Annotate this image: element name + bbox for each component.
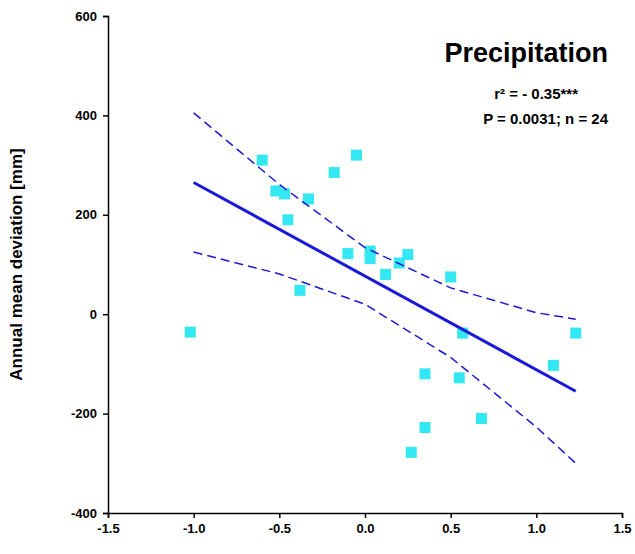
tick-mark (103, 413, 108, 415)
tick: -1.5 (97, 513, 119, 536)
data-point (380, 269, 391, 280)
tick: 0.5 (442, 513, 460, 536)
data-point (454, 372, 465, 383)
tick-mark (622, 513, 624, 518)
tick: -400 (71, 506, 108, 521)
data-point (342, 248, 353, 259)
data-point (476, 413, 487, 424)
tick-label: 600 (75, 9, 97, 24)
data-point (351, 150, 362, 161)
chart: -1.5 -1.0 -0.5 0.0 0.5 1.0 1.5 -400 -200 0 200 400 6… (0, 0, 635, 554)
tick: 400 (75, 108, 108, 123)
annotation: r² = - 0.35*** (494, 85, 578, 102)
tick-label: -400 (71, 506, 97, 521)
data-point (570, 328, 581, 339)
tick: 0 (90, 307, 108, 322)
tick-label: -0.5 (269, 521, 291, 536)
tick: 200 (75, 207, 108, 222)
x-axis: -1.5 -1.0 -0.5 0.0 0.5 1.0 1.5 (97, 513, 631, 536)
data-point (185, 327, 196, 338)
data-point (402, 249, 413, 260)
tick: -0.5 (269, 513, 291, 536)
tick-label: -1.5 (97, 521, 119, 536)
tick-mark (365, 513, 367, 518)
tick-label: 0.0 (356, 521, 374, 536)
data-point (445, 271, 456, 282)
tick: -1.0 (183, 513, 205, 536)
tick-mark (279, 513, 281, 518)
tick-mark (193, 513, 195, 518)
data-point (419, 368, 430, 379)
tick: 1.5 (613, 513, 631, 536)
tick-label: 0 (90, 307, 97, 322)
data-point (279, 188, 290, 199)
tick-mark (536, 513, 538, 518)
confidence-line (194, 113, 576, 319)
tick-label: -200 (71, 406, 97, 421)
axis-line (103, 17, 109, 514)
tick-mark (103, 115, 108, 117)
tick-mark (103, 16, 108, 18)
tick-mark (103, 215, 108, 217)
tick: -200 (71, 406, 108, 421)
tick: 1.0 (528, 513, 546, 536)
plot-marks (185, 113, 582, 463)
data-point (406, 447, 417, 458)
tick: 0.0 (356, 513, 374, 536)
data-point (329, 167, 340, 178)
axis-line (109, 514, 623, 519)
tick-mark (450, 513, 452, 518)
data-point (548, 360, 559, 371)
tick: 600 (75, 9, 108, 24)
confidence-line (194, 252, 576, 463)
tick-mark (103, 513, 108, 515)
data-point (294, 285, 305, 296)
data-point (282, 214, 293, 225)
data-point (365, 253, 376, 264)
tick-label: -1.0 (183, 521, 205, 536)
data-point (419, 422, 430, 433)
tick-label: 0.5 (442, 521, 460, 536)
tick-mark (103, 314, 108, 316)
y-axis-title: Annual mean deviation [mm] (7, 148, 26, 380)
annotation: P = 0.0031; n = 24 (483, 110, 608, 127)
regression-line (194, 182, 576, 391)
y-axis: -400 -200 0 200 400 600 (71, 9, 109, 521)
data-point (257, 155, 268, 166)
tick-label: 400 (75, 108, 97, 123)
tick-label: 1.0 (528, 521, 546, 536)
title: Precipitation (444, 38, 608, 68)
tick-label: 1.5 (613, 521, 631, 536)
tick-label: 200 (75, 207, 97, 222)
